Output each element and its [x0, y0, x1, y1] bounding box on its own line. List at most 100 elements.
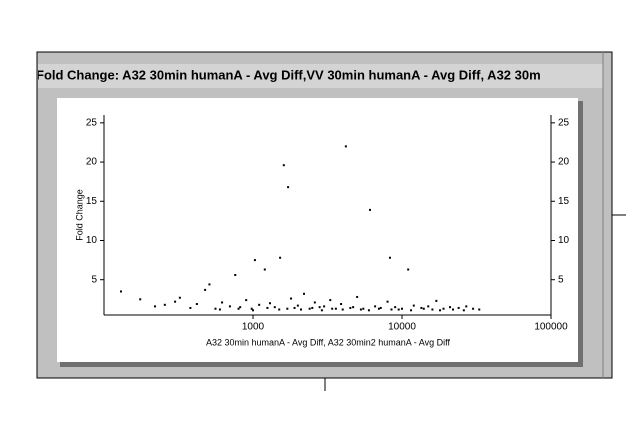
point [266, 306, 269, 309]
point [388, 256, 391, 259]
point [341, 308, 344, 311]
point [377, 307, 380, 310]
point [449, 306, 452, 309]
point [204, 288, 207, 291]
x-tick-label: 100000 [534, 322, 568, 333]
point [221, 301, 224, 304]
x-tick-label: 1000 [242, 322, 265, 333]
point [362, 307, 365, 310]
y-tick-label: 20 [86, 157, 98, 168]
point [163, 303, 166, 306]
point [374, 305, 377, 308]
point [420, 306, 423, 309]
point [401, 307, 403, 310]
panel-shadow [578, 101, 583, 367]
point [268, 302, 271, 305]
point [290, 297, 293, 300]
chart-title: Fold Change: A32 30min humanA - Avg Diff… [36, 67, 541, 82]
point [189, 306, 192, 309]
point [282, 164, 285, 167]
point [279, 256, 282, 259]
point [340, 303, 343, 306]
point [359, 308, 362, 311]
y-tick-label: 25 [86, 117, 98, 128]
point [334, 307, 337, 310]
point [367, 309, 370, 312]
point [286, 307, 289, 310]
point [263, 268, 266, 271]
point [308, 307, 311, 310]
point [174, 300, 177, 303]
point [252, 309, 254, 312]
point [478, 308, 481, 311]
point [394, 306, 397, 309]
x-axis-label: A32 30min humanA - Avg Diff, A32 30min2 … [206, 337, 450, 347]
point [331, 307, 334, 310]
point [214, 307, 217, 310]
point [287, 186, 290, 189]
panel-shadow [60, 362, 581, 367]
point [457, 306, 460, 309]
y-axis-label: Fold Change [74, 189, 84, 241]
point [431, 308, 434, 311]
point [250, 307, 253, 310]
point [293, 306, 296, 309]
point [253, 259, 256, 262]
y-tick-label: 5 [91, 274, 97, 285]
point [218, 308, 221, 311]
point [427, 305, 430, 308]
point [435, 299, 438, 302]
point [320, 309, 323, 312]
point [410, 309, 413, 312]
point [465, 305, 468, 308]
x-tick-label: 10000 [388, 322, 416, 333]
point [344, 145, 347, 148]
title-bar [38, 64, 603, 88]
y-tick-label: 15 [86, 196, 98, 207]
point [237, 307, 240, 310]
point [318, 306, 321, 309]
chart-panel [57, 98, 578, 362]
point [369, 208, 372, 211]
y-tick-label-right: 5 [558, 274, 564, 285]
point [239, 306, 242, 309]
point [300, 308, 303, 311]
y-tick-label: 10 [86, 235, 98, 246]
point [329, 299, 332, 302]
point [208, 283, 211, 286]
point [311, 306, 314, 309]
point [386, 300, 389, 303]
point [228, 305, 231, 308]
point [154, 305, 157, 308]
point [195, 303, 198, 306]
point [356, 295, 359, 298]
point [439, 309, 442, 312]
point [258, 303, 261, 306]
point [323, 305, 326, 308]
point [296, 304, 299, 307]
y-tick-label-right: 25 [558, 117, 570, 128]
point [278, 308, 281, 311]
point [313, 301, 316, 304]
point [303, 292, 306, 295]
point [119, 290, 122, 293]
point [349, 306, 352, 309]
point [462, 309, 465, 312]
y-tick-label-right: 15 [558, 196, 570, 207]
point [422, 307, 425, 310]
point [379, 306, 382, 309]
point [139, 298, 142, 301]
point [352, 306, 355, 309]
point [472, 307, 475, 310]
point [273, 306, 276, 309]
point [452, 308, 455, 311]
point [407, 268, 410, 271]
point [178, 296, 181, 299]
y-tick-label-right: 10 [558, 235, 570, 246]
point [412, 304, 415, 307]
point [234, 274, 237, 276]
y-tick-label-right: 20 [558, 157, 570, 168]
point [442, 307, 445, 310]
